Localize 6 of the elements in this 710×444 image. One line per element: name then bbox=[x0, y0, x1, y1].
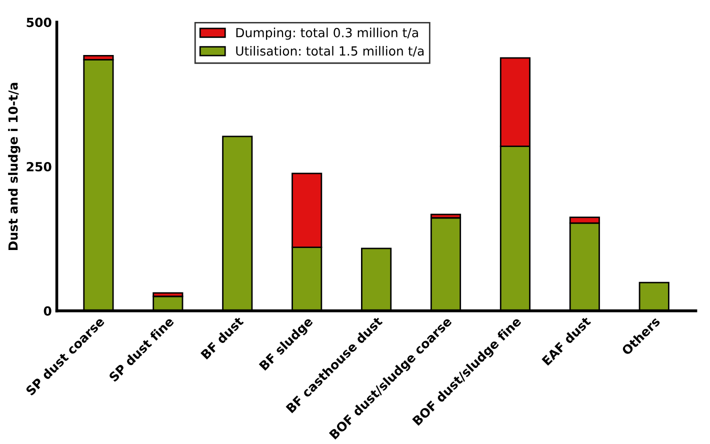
legend-label: Utilisation: total 1.5 million t/a bbox=[236, 46, 424, 57]
y-tick-label: 0 bbox=[44, 306, 52, 316]
y-tick-label: 500 bbox=[26, 18, 52, 28]
legend-label: Dumping: total 0.3 million t/a bbox=[236, 28, 418, 40]
y-axis-title: Dust and sludge i 10-t/a bbox=[8, 82, 20, 250]
y-tick-label: 250 bbox=[26, 162, 52, 172]
